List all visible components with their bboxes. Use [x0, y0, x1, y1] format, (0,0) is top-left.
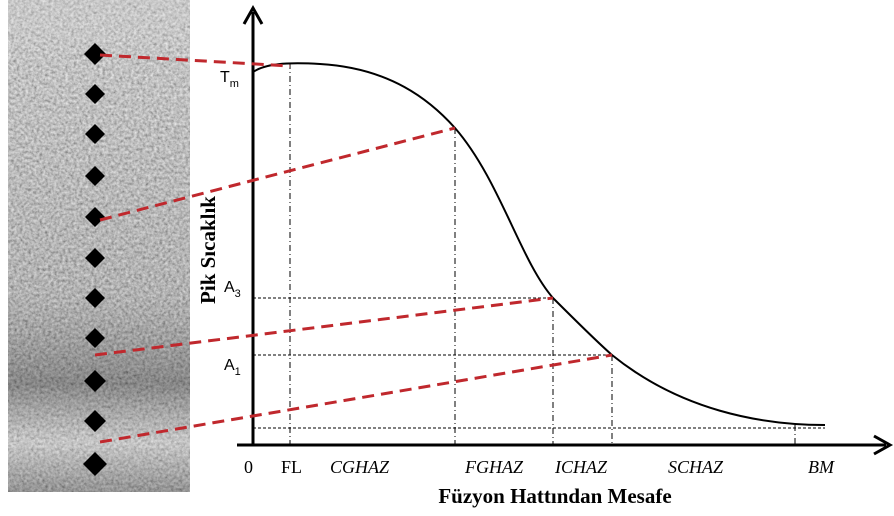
label-main: A	[224, 279, 235, 296]
label-sub: m	[230, 78, 239, 90]
label-main: T	[220, 69, 230, 86]
guide-lines	[289, 63, 796, 445]
zone-label: ICHAZ	[554, 457, 608, 477]
zone-label: BM	[808, 457, 835, 477]
zone-label: FL	[281, 457, 302, 477]
x-axis-label: Füzyon Hattından Mesafe	[438, 484, 671, 508]
label-main: A	[224, 357, 235, 374]
level-lines	[253, 297, 825, 429]
correlation-lines	[94, 53, 613, 444]
zone-label: CGHAZ	[330, 457, 390, 477]
temperature-curve	[252, 62, 826, 426]
micrograph	[8, 0, 190, 492]
a3-label: A3	[224, 279, 241, 300]
label-sub: 3	[235, 288, 241, 300]
axes	[237, 4, 894, 456]
zone-label: 0	[244, 457, 253, 477]
a1-label: A1	[224, 357, 241, 378]
markers	[83, 43, 107, 476]
zone-label: FGHAZ	[464, 457, 524, 477]
tm-label: Tm	[220, 69, 239, 90]
y-axis-label: Pik Sıcaklık	[196, 196, 220, 304]
zone-label: SCHAZ	[668, 457, 724, 477]
label-sub: 1	[235, 366, 241, 378]
